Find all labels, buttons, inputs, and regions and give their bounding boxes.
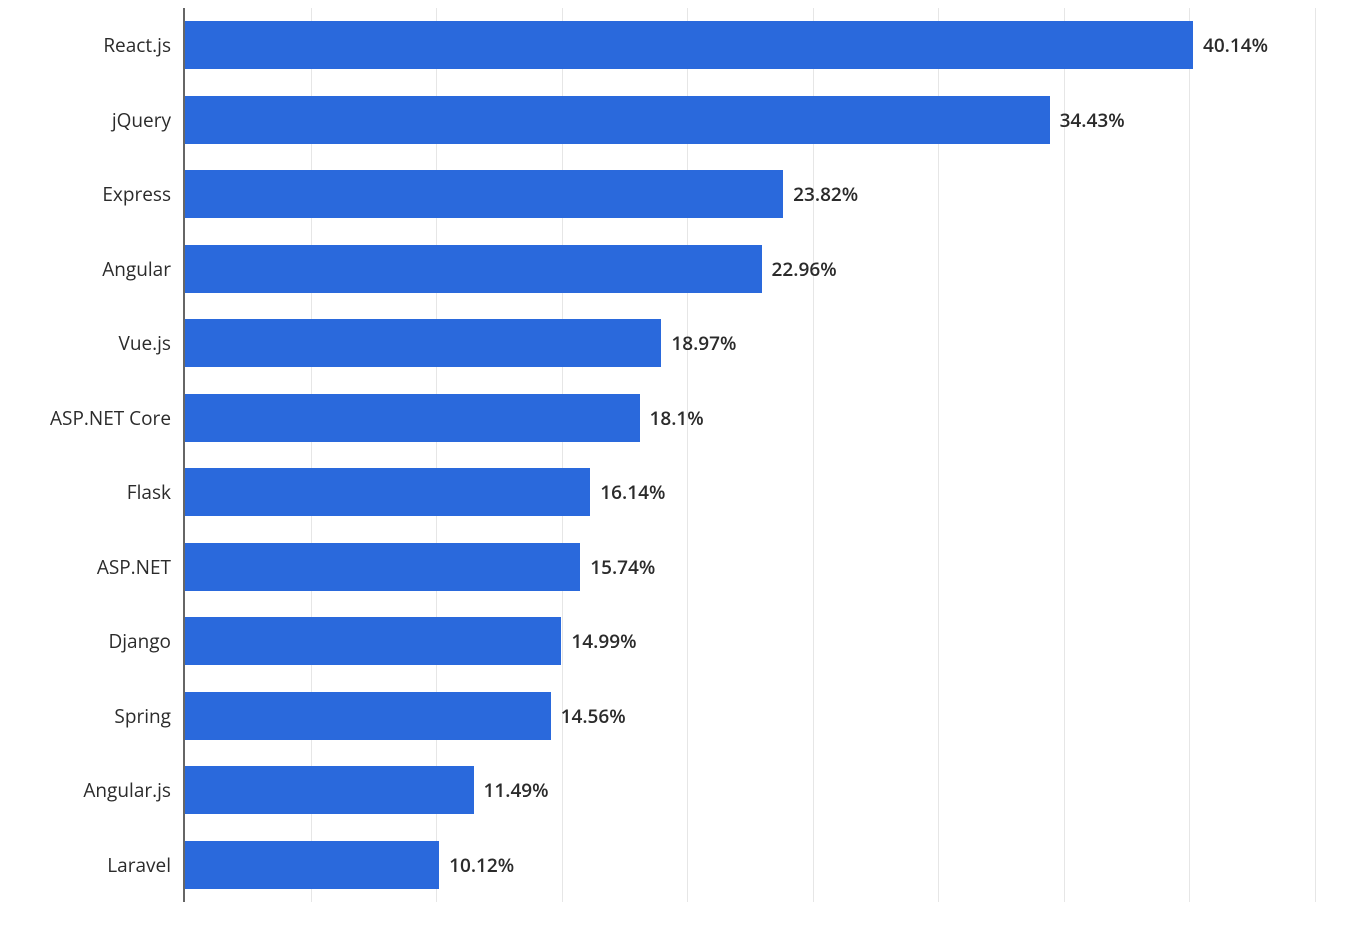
bar-row: Angular22.96% — [185, 232, 1313, 307]
bar-row: Angular.js11.49% — [185, 753, 1313, 828]
grid-line — [1315, 8, 1316, 902]
bar — [185, 841, 439, 889]
category-label: Express — [102, 181, 171, 207]
bar — [185, 21, 1193, 69]
bar — [185, 394, 640, 442]
bar-row: Flask16.14% — [185, 455, 1313, 530]
bar-row: Django14.99% — [185, 604, 1313, 679]
category-label: Flask — [127, 479, 171, 505]
value-label: 34.43% — [1060, 107, 1125, 133]
value-label: 10.12% — [449, 852, 514, 878]
bar — [185, 543, 580, 591]
bar-chart: React.js40.14%jQuery34.43%Express23.82%A… — [0, 0, 1367, 932]
category-label: ASP.NET — [97, 554, 171, 580]
value-label: 14.99% — [571, 628, 636, 654]
category-label: Vue.js — [119, 330, 172, 356]
category-label: ASP.NET Core — [50, 405, 171, 431]
bar — [185, 468, 590, 516]
bar-row: ASP.NET Core18.1% — [185, 381, 1313, 456]
category-label: Angular — [102, 256, 171, 282]
bar-row: jQuery34.43% — [185, 83, 1313, 158]
bar-row: Laravel10.12% — [185, 828, 1313, 903]
value-label: 16.14% — [600, 479, 665, 505]
value-label: 15.74% — [590, 554, 655, 580]
category-label: Laravel — [107, 852, 171, 878]
value-label: 14.56% — [561, 703, 626, 729]
category-label: Angular.js — [83, 777, 171, 803]
bar-row: Vue.js18.97% — [185, 306, 1313, 381]
bar — [185, 692, 551, 740]
bar — [185, 96, 1050, 144]
bar — [185, 245, 762, 293]
bar-row: ASP.NET15.74% — [185, 530, 1313, 605]
bar — [185, 319, 661, 367]
category-label: jQuery — [112, 107, 171, 133]
value-label: 23.82% — [793, 181, 858, 207]
category-label: Django — [108, 628, 171, 654]
bar-row: Spring14.56% — [185, 679, 1313, 754]
value-label: 18.97% — [671, 330, 736, 356]
category-label: Spring — [114, 703, 171, 729]
plot-area: React.js40.14%jQuery34.43%Express23.82%A… — [183, 8, 1313, 902]
value-label: 22.96% — [772, 256, 837, 282]
value-label: 11.49% — [484, 777, 549, 803]
bar — [185, 617, 561, 665]
category-label: React.js — [103, 32, 171, 58]
value-label: 18.1% — [650, 405, 704, 431]
bar-row: React.js40.14% — [185, 8, 1313, 83]
bar — [185, 170, 783, 218]
bar — [185, 766, 474, 814]
value-label: 40.14% — [1203, 32, 1268, 58]
bar-row: Express23.82% — [185, 157, 1313, 232]
